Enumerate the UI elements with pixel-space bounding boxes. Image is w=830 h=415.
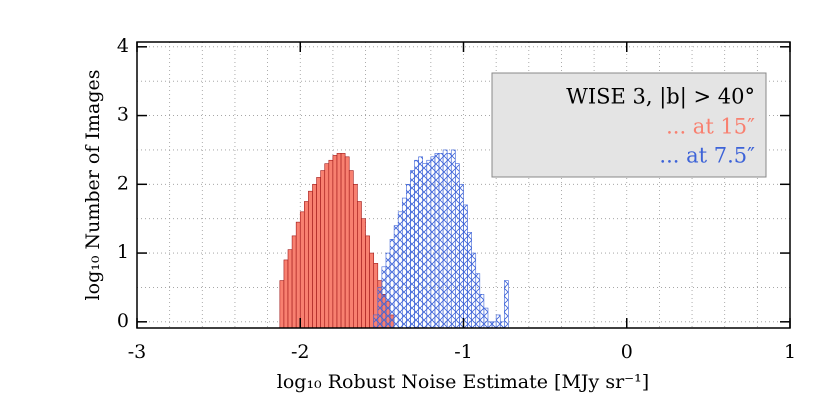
histogram-bar [381, 266, 387, 329]
histogram-bar [434, 153, 440, 329]
y-tick-label: 4 [117, 35, 129, 57]
histogram-bar [308, 190, 313, 329]
x-tick-label: -2 [291, 341, 310, 363]
histogram-bar [312, 184, 317, 329]
histogram-bar [450, 149, 456, 329]
histogram-bar [348, 170, 354, 329]
legend-box [491, 72, 767, 178]
histogram-bar [491, 321, 497, 329]
histogram-bar [504, 280, 509, 329]
histogram-bar [328, 159, 334, 329]
histogram-bar [287, 249, 293, 329]
y-tick-label: 2 [117, 172, 129, 194]
histogram-bar [442, 149, 448, 329]
histogram-bar [397, 211, 403, 329]
histogram-bar [467, 232, 472, 329]
x-tick-label: -3 [128, 341, 147, 363]
histogram-bar [430, 156, 436, 329]
y-tick-label: 3 [117, 104, 129, 126]
histogram-bar [495, 314, 501, 329]
histogram-bar [283, 259, 289, 329]
x-axis-label: log₁₀ Robust Noise Estimate [MJy sr⁻¹] [277, 371, 649, 393]
histogram-series [279, 153, 395, 329]
histogram-bar [373, 314, 379, 329]
histogram-bar [353, 184, 358, 329]
y-axis-label: log₁₀ Number of Images [82, 70, 104, 301]
histogram-bar [324, 163, 330, 329]
histogram-bar [316, 177, 321, 329]
histogram-bar [483, 307, 489, 329]
histogram-bar [291, 235, 297, 329]
histogram-bar [361, 218, 366, 329]
histogram-bar [422, 163, 428, 329]
histogram-bar [299, 211, 305, 329]
legend-entry: ... at 15″ [666, 115, 755, 139]
histogram-series [373, 149, 509, 329]
histogram-bar [406, 184, 411, 329]
histogram-bar [377, 287, 383, 329]
histogram-bar [410, 170, 415, 329]
histogram-bar [357, 201, 362, 329]
histogram-bar [459, 184, 464, 329]
histogram-bar [414, 159, 419, 329]
histogram-bar [401, 197, 407, 329]
histogram-bar [463, 204, 468, 329]
x-tick-label: -1 [454, 341, 473, 363]
legend-entry: ... at 7.5″ [659, 144, 755, 168]
x-tick-label: 1 [784, 341, 796, 363]
histogram-bar [295, 221, 301, 329]
histogram-bar [336, 153, 342, 329]
histogram-bar [499, 321, 505, 329]
x-tick-label: 0 [621, 341, 633, 363]
histogram-bar [418, 156, 423, 329]
histogram-bar [369, 252, 375, 329]
y-tick-label: 1 [117, 241, 129, 263]
histogram-bar [393, 225, 399, 329]
histogram-bar [304, 201, 309, 329]
y-tick-label: 0 [117, 310, 129, 332]
histogram-bar [479, 294, 485, 329]
histogram-bar [446, 153, 452, 329]
legend-title: WISE 3, |b| > 40° [566, 85, 755, 110]
histogram-bar [320, 170, 326, 329]
histogram-bar [365, 235, 370, 329]
histogram-bar [385, 252, 391, 329]
histogram-bar [438, 153, 444, 329]
histogram-bar [455, 163, 460, 329]
histogram-bar [487, 321, 493, 329]
histogram-bar [340, 153, 346, 329]
histogram-bar [279, 280, 285, 329]
histogram-bar [344, 156, 350, 329]
histogram-bar [426, 159, 432, 329]
histogram-bar [471, 252, 477, 329]
histogram-bar [475, 273, 481, 329]
legend: WISE 3, |b| > 40° ... at 15″ ... at 7.5″ [491, 72, 767, 178]
histogram-bar [389, 239, 395, 329]
histogram-bar [332, 155, 338, 329]
